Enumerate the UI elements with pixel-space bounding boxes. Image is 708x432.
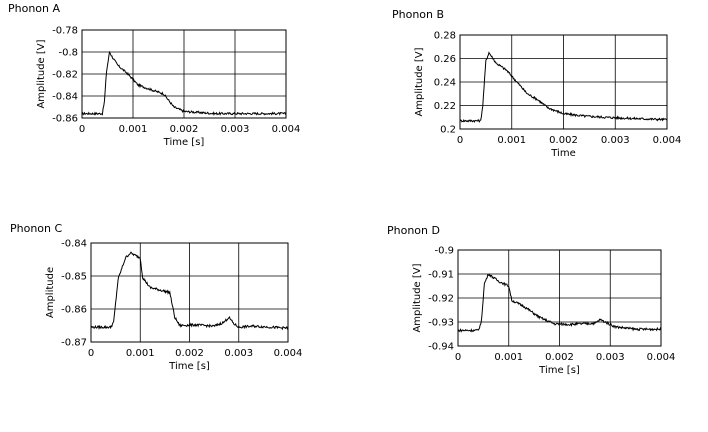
series-line [459, 51, 668, 123]
chart-title: Phonon D [387, 224, 440, 237]
y-tick-label: -0.86 [52, 114, 78, 125]
x-tick-label: 0 [88, 348, 94, 359]
y-tick-label: -0.82 [52, 70, 78, 81]
y-tick-label: -0.87 [61, 338, 87, 349]
y-tick-label: 0.22 [434, 101, 456, 112]
x-tick-label: 0.004 [647, 352, 676, 363]
x-tick-label: 0.003 [596, 352, 625, 363]
y-tick-label: 0.26 [434, 54, 456, 65]
x-tick-label: 0 [455, 352, 461, 363]
plot-frame [457, 249, 662, 347]
y-axis-label: Amplitude [V] [36, 39, 47, 108]
chart-title: Phonon B [392, 8, 445, 21]
x-tick-label: 0.004 [274, 348, 303, 359]
y-axis-label: Amplitude [45, 267, 56, 318]
x-tick-label: 0.002 [549, 135, 578, 146]
chart-title: Phonon C [10, 222, 63, 235]
y-tick-label: -0.86 [61, 305, 87, 316]
y-tick-label: -0.84 [52, 92, 78, 103]
x-axis-label: Time [550, 148, 575, 159]
x-tick-label: 0.002 [175, 348, 204, 359]
series-line [457, 273, 662, 333]
plot-frame [90, 242, 289, 343]
x-tick-label: 0.001 [497, 135, 526, 146]
y-tick-label: -0.8 [58, 48, 78, 59]
x-axis-label: Time [s] [538, 365, 580, 376]
x-tick-label: 0.001 [494, 352, 523, 363]
y-tick-label: 0.24 [434, 78, 456, 89]
x-tick-label: 0.002 [170, 124, 199, 135]
x-axis-label: Time [s] [168, 361, 210, 372]
x-tick-label: 0.004 [272, 124, 301, 135]
y-tick-label: -0.85 [61, 272, 87, 283]
y-tick-label: -0.84 [61, 239, 87, 250]
x-tick-label: 0.001 [119, 124, 148, 135]
y-tick-label: -0.93 [428, 318, 454, 329]
y-tick-label: -0.92 [428, 294, 454, 305]
plot-frame [459, 34, 668, 130]
y-tick-label: -0.94 [428, 342, 454, 353]
y-axis-label: Amplitude [V] [412, 263, 423, 332]
series-line [81, 50, 287, 116]
x-axis-label: Time [s] [163, 137, 205, 148]
x-tick-label: 0 [79, 124, 85, 135]
y-tick-label: 0.28 [434, 31, 456, 42]
plot-frame [81, 29, 287, 119]
y-tick-label: -0.91 [428, 270, 454, 281]
x-tick-label: 0.001 [126, 348, 155, 359]
x-tick-label: 0.002 [545, 352, 574, 363]
x-tick-label: 0 [457, 135, 463, 146]
x-tick-label: 0.004 [653, 135, 682, 146]
x-tick-label: 0.003 [601, 135, 630, 146]
y-tick-label: -0.9 [434, 246, 454, 257]
x-tick-label: 0.003 [221, 124, 250, 135]
x-tick-label: 0.003 [224, 348, 253, 359]
y-tick-label: -0.78 [52, 26, 78, 37]
y-tick-label: 0.2 [440, 125, 456, 136]
y-axis-label: Amplitude [V] [414, 47, 425, 116]
chart-title: Phonon A [8, 2, 61, 15]
series-line [90, 251, 289, 331]
